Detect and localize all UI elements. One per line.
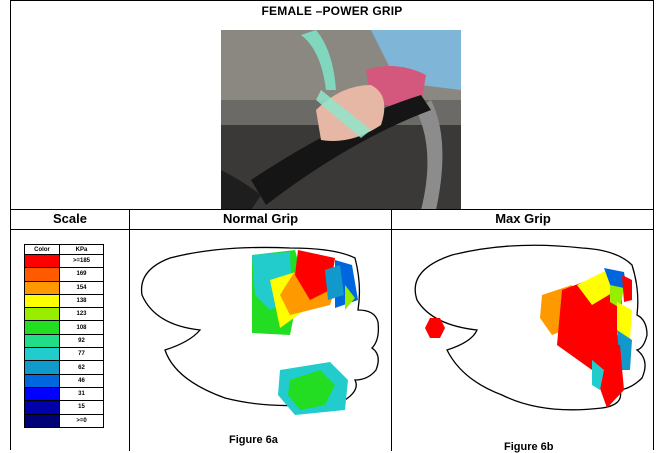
scale-row: 62 (24, 360, 104, 375)
kpa-value: 15 (59, 400, 104, 415)
color-swatch (24, 267, 60, 282)
color-swatch (24, 373, 60, 388)
hand-outline (414, 244, 648, 411)
column-divider (391, 209, 392, 451)
color-swatch (24, 253, 60, 269)
kpa-value: 77 (59, 347, 104, 362)
grip-photo (221, 30, 461, 210)
normal-grip-map (140, 246, 380, 415)
kpa-value: 92 (59, 333, 104, 349)
scale-row: 15 (24, 400, 104, 415)
color-swatch (24, 347, 60, 362)
kpa-value: 108 (59, 320, 104, 335)
photo-image (221, 30, 461, 210)
max-grip-header: Max Grip (495, 211, 551, 226)
scale-row: >=185 (24, 253, 104, 269)
pressure-zone (295, 250, 335, 300)
document-table: FEMALE –POWER GRIP Scale Normal Grip Max… (10, 0, 654, 453)
scale-table: Color KPa >=185 169 154 138 123 108 92 77 62 46 31… (24, 244, 104, 428)
normal-grip-header: Normal Grip (222, 211, 299, 226)
pressure-zone (325, 265, 344, 300)
color-swatch (24, 293, 60, 309)
pressure-zone (592, 360, 604, 390)
pressure-zone (622, 275, 632, 302)
kpa-value: >=185 (59, 253, 104, 269)
pressure-zone (617, 302, 632, 340)
pressure-zone (577, 270, 617, 305)
scale-row: 154 (24, 280, 104, 295)
hand-outline (140, 246, 380, 407)
kpa-col-header: KPa (59, 244, 104, 255)
max-grip-map (414, 244, 648, 411)
scale-row: 92 (24, 333, 104, 349)
scale-row: 138 (24, 293, 104, 309)
color-swatch (24, 320, 60, 335)
scale-row: 108 (24, 320, 104, 335)
kpa-value: 46 (59, 373, 104, 388)
kpa-value: 154 (59, 280, 104, 295)
kpa-value: 31 (59, 386, 104, 402)
scale-header: Scale (53, 211, 87, 226)
page-title: FEMALE –POWER GRIP (261, 4, 403, 18)
scale-row: 123 (24, 307, 104, 322)
scale-row: 169 (24, 267, 104, 282)
figure-caption-a: Figure 6a (229, 434, 278, 446)
scale-row: >=0 (24, 413, 104, 428)
pressure-zone (604, 268, 627, 292)
figure-caption-b: Figure 6b (504, 441, 554, 453)
kpa-value: 169 (59, 267, 104, 282)
color-swatch (24, 413, 60, 428)
scale-row: 46 (24, 373, 104, 388)
color-swatch (24, 280, 60, 295)
kpa-value: 123 (59, 307, 104, 322)
header-divider (11, 229, 653, 230)
pressure-zone (592, 340, 624, 408)
color-col-header: Color (24, 244, 60, 255)
scale-row: 77 (24, 347, 104, 362)
scale-legend: Color KPa >=185 169 154 138 123 108 92 77 62 46 31… (24, 244, 104, 428)
kpa-value: 62 (59, 360, 104, 375)
color-swatch (24, 386, 60, 402)
row-divider (11, 209, 653, 210)
color-swatch (24, 400, 60, 415)
color-swatch (24, 307, 60, 322)
color-swatch (24, 360, 60, 375)
kpa-value: 138 (59, 293, 104, 309)
kpa-value: >=0 (59, 413, 104, 428)
pressure-zone (345, 285, 355, 310)
color-swatch (24, 333, 60, 349)
pressure-zone (610, 285, 624, 308)
scale-row: 31 (24, 386, 104, 402)
pressure-zone (425, 318, 445, 338)
pressure-zone (288, 370, 335, 410)
column-divider (129, 209, 130, 451)
